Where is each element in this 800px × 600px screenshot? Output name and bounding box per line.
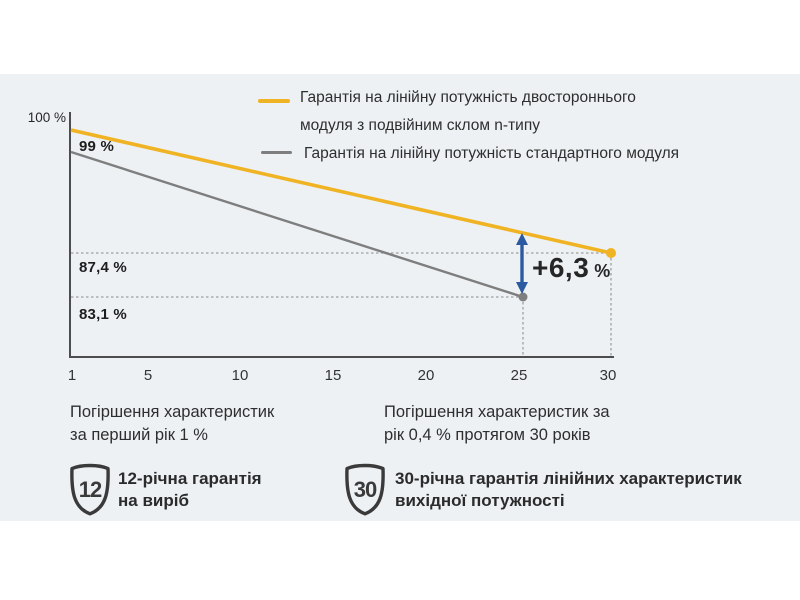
- shield-12-icon: [70, 463, 110, 516]
- x-tick-30: 30: [599, 367, 617, 384]
- badge-30-line2: вихідної потужності: [395, 491, 565, 510]
- shield-12-number: 12: [78, 477, 102, 502]
- legend-item-standard: Гарантія на лінійну потужність стандартн…: [304, 140, 679, 168]
- note-yearly-degradation: Погіршення характеристик за рік 0,4 % пр…: [384, 401, 610, 446]
- x-tick-20: 20: [417, 367, 435, 384]
- note-left-line2: за перший рік 1 %: [70, 425, 208, 444]
- label-83-1-percent: 83,1 %: [79, 306, 127, 323]
- legend-bifacial-line2: модуля з подвійним склом n-типу: [300, 117, 540, 134]
- shield-30-number: 30: [353, 477, 377, 502]
- badge-12-line1: 12-річна гарантія: [118, 469, 262, 488]
- note-first-year-degradation: Погіршення характеристик за перший рік 1…: [70, 401, 274, 446]
- legend-swatch-standard: [261, 151, 292, 154]
- x-tick-25: 25: [510, 367, 528, 384]
- legend-swatch-bifacial: [258, 99, 290, 103]
- legend-bifacial-line1: Гарантія на лінійну потужність двосторон…: [300, 89, 636, 106]
- delta-value: +6,3: [532, 252, 590, 283]
- label-99-percent: 99 %: [79, 138, 114, 155]
- badge-12-text: 12-річна гарантія на виріб: [118, 468, 262, 512]
- x-tick-5: 5: [143, 367, 153, 384]
- note-right-line1: Погіршення характеристик за: [384, 403, 610, 421]
- note-left-line1: Погіршення характеристик: [70, 403, 275, 421]
- shield-30-icon: [345, 463, 385, 516]
- delta-annotation: +6,3 %: [532, 252, 610, 284]
- label-87-4-percent: 87,4 %: [79, 259, 127, 276]
- badge-30-text: 30-річна гарантія лінійних характеристик…: [395, 468, 742, 512]
- x-tick-1: 1: [67, 367, 77, 384]
- note-right-line2: рік 0,4 % протягом 30 років: [384, 425, 591, 444]
- x-tick-10: 10: [231, 367, 249, 384]
- y-axis-label-100: 100 %: [27, 110, 66, 125]
- badge-30-line1: 30-річна гарантія лінійних характеристик: [395, 469, 742, 488]
- x-tick-15: 15: [324, 367, 342, 384]
- delta-unit: %: [594, 261, 611, 281]
- legend-item-bifacial: Гарантія на лінійну потужність двосторон…: [300, 84, 636, 140]
- legend-standard-line1: Гарантія на лінійну потужність стандартн…: [304, 145, 680, 162]
- badge-12-line2: на виріб: [118, 491, 189, 510]
